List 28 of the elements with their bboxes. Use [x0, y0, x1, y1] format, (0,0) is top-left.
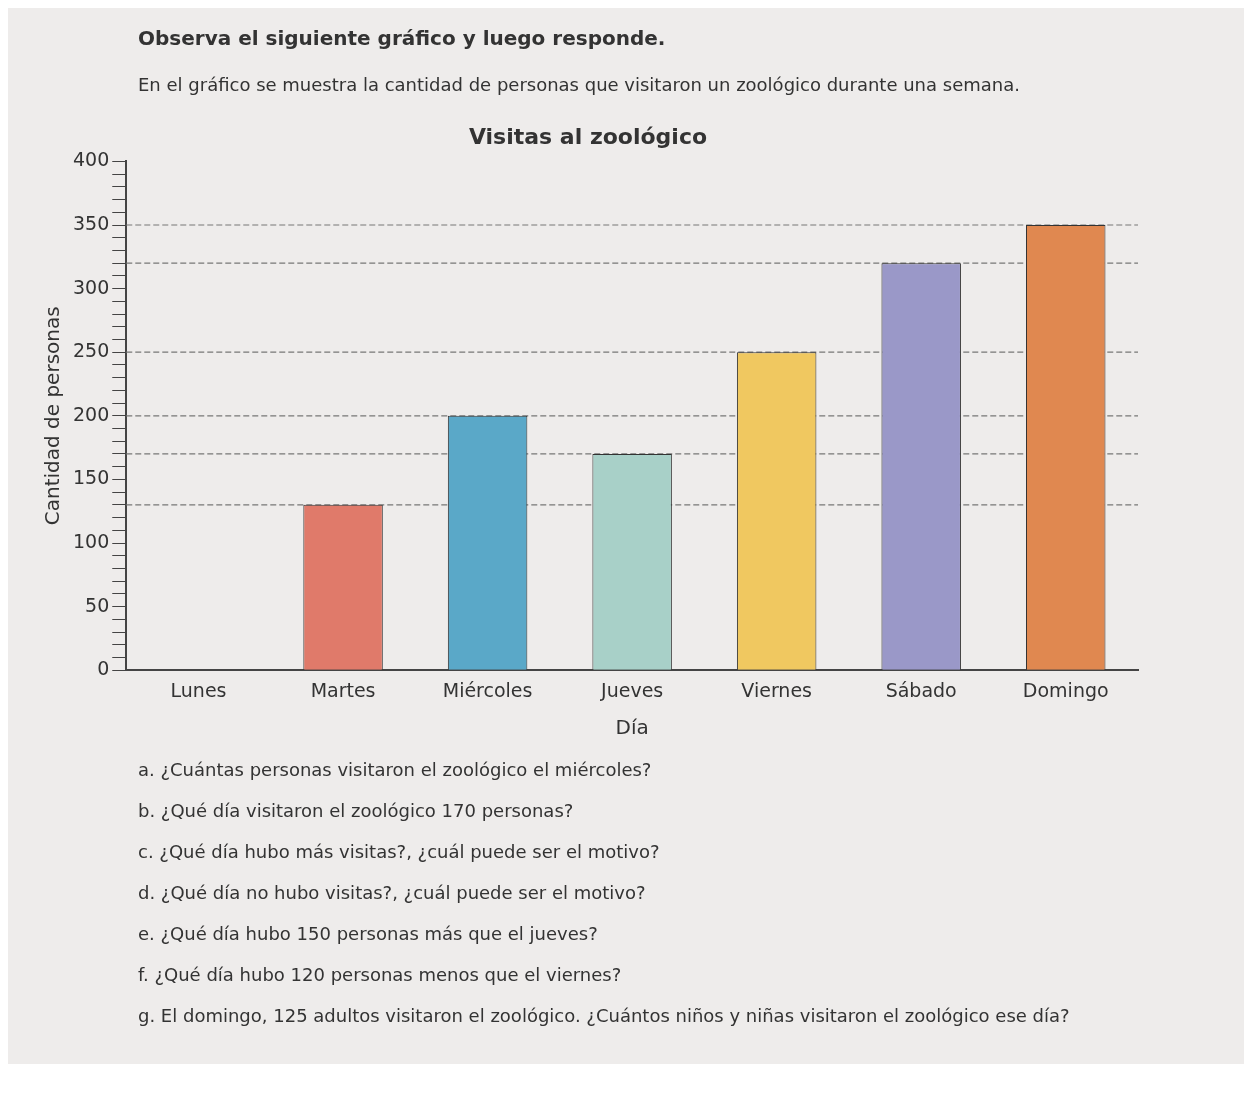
y-tick-label: 200: [73, 402, 110, 425]
x-tick-label: Domingo: [1022, 678, 1109, 701]
chart-title: Visitas al zoológico: [468, 123, 708, 149]
text: c. ¿Qué día hubo más visitas?, ¿cuál puede ser el motivo?: [138, 841, 661, 862]
text: g. El domingo, 125 adultos visitaron el zoológico. ¿Cuántos niños y niñas visitaron el zoológico ese día?: [138, 1005, 1071, 1026]
x-tick-label: Miércoles: [442, 678, 533, 701]
text: b. ¿Qué día visitaron el zoológico 170 personas?: [138, 800, 575, 821]
x-tick-label: Sábado: [885, 678, 957, 701]
text: d. ¿Qué día no hubo visitas?, ¿cuál puede ser el motivo?: [138, 882, 647, 903]
y-tick-label: 250: [73, 339, 110, 362]
x-tick-label: Martes: [310, 678, 376, 701]
y-tick-label: 350: [73, 211, 110, 234]
text: f. ¿Qué día hubo 120 personas menos que el viernes?: [138, 964, 623, 985]
text: Observa el siguiente gráfico y luego responde.: [138, 26, 667, 50]
x-tick-label: Viernes: [741, 678, 812, 701]
x-tick-label: Jueves: [600, 678, 664, 701]
y-tick-label: 150: [73, 466, 110, 489]
y-tick-label: 300: [73, 275, 110, 298]
y-axis-title: Cantidad de personas: [40, 306, 65, 526]
text: e. ¿Qué día hubo 150 personas más que el jueves?: [138, 923, 599, 944]
x-axis-title: Día: [615, 715, 649, 740]
text: a. ¿Cuántas personas visitaron el zoológico el miércoles?: [138, 759, 653, 780]
y-tick-label: 0: [97, 657, 110, 680]
y-tick-label: 50: [85, 593, 110, 616]
chart-subtitle: En el gráfico se muestra la cantidad de personas que visitaron un zoológico durante una semana.: [138, 74, 1021, 95]
x-tick-label: Lunes: [170, 678, 227, 701]
y-tick-label: 400: [73, 148, 110, 171]
y-tick-label: 100: [73, 529, 110, 552]
